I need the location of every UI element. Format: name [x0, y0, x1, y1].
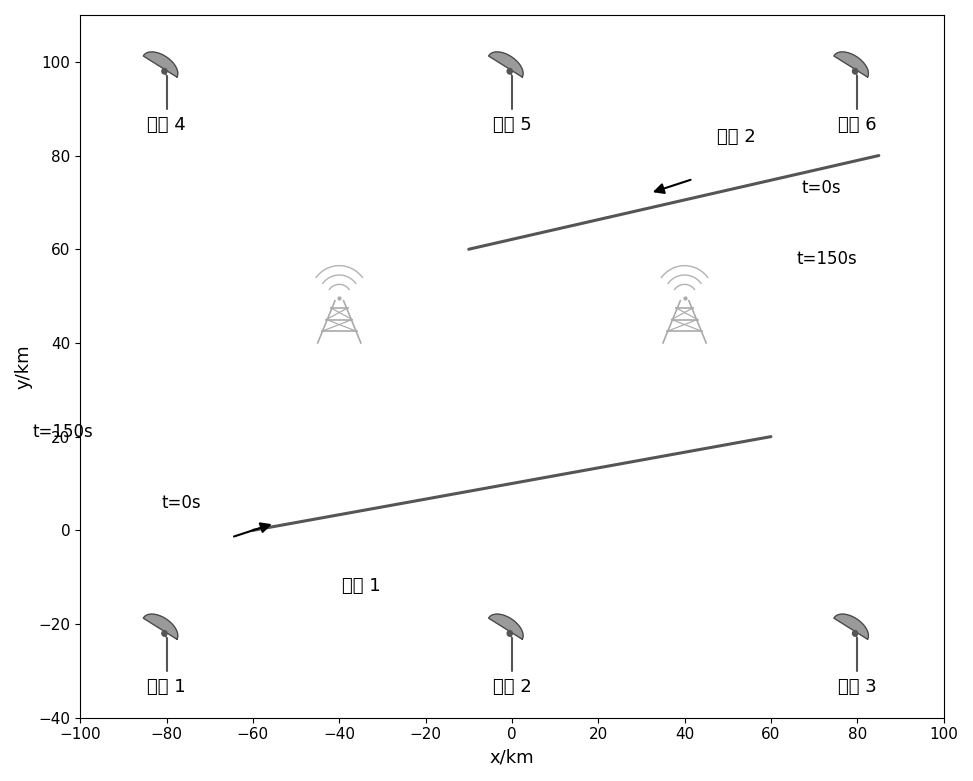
Text: t=150s: t=150s [797, 250, 857, 268]
Text: 雷达 2: 雷达 2 [492, 678, 531, 696]
X-axis label: x/km: x/km [489, 748, 534, 766]
Text: 雷达 6: 雷达 6 [838, 116, 877, 134]
Text: t=0s: t=0s [801, 180, 841, 198]
Text: t=0s: t=0s [162, 494, 201, 512]
Polygon shape [488, 52, 523, 77]
Polygon shape [834, 614, 869, 640]
Circle shape [162, 69, 167, 74]
Circle shape [852, 630, 857, 637]
Polygon shape [143, 614, 178, 640]
Circle shape [507, 69, 513, 74]
Text: t=150s: t=150s [32, 423, 93, 441]
Text: 雷达 4: 雷达 4 [147, 116, 186, 134]
Circle shape [852, 69, 857, 74]
Text: 目标 1: 目标 1 [342, 577, 380, 595]
Text: 雷达 3: 雷达 3 [838, 678, 877, 696]
Polygon shape [143, 52, 178, 77]
Text: 目标 2: 目标 2 [717, 128, 756, 146]
Polygon shape [488, 614, 523, 640]
Text: 雷达 1: 雷达 1 [147, 678, 186, 696]
Polygon shape [834, 52, 869, 77]
Circle shape [162, 630, 167, 637]
Y-axis label: y/km: y/km [15, 344, 33, 389]
Text: 雷达 5: 雷达 5 [492, 116, 531, 134]
Circle shape [507, 630, 513, 637]
